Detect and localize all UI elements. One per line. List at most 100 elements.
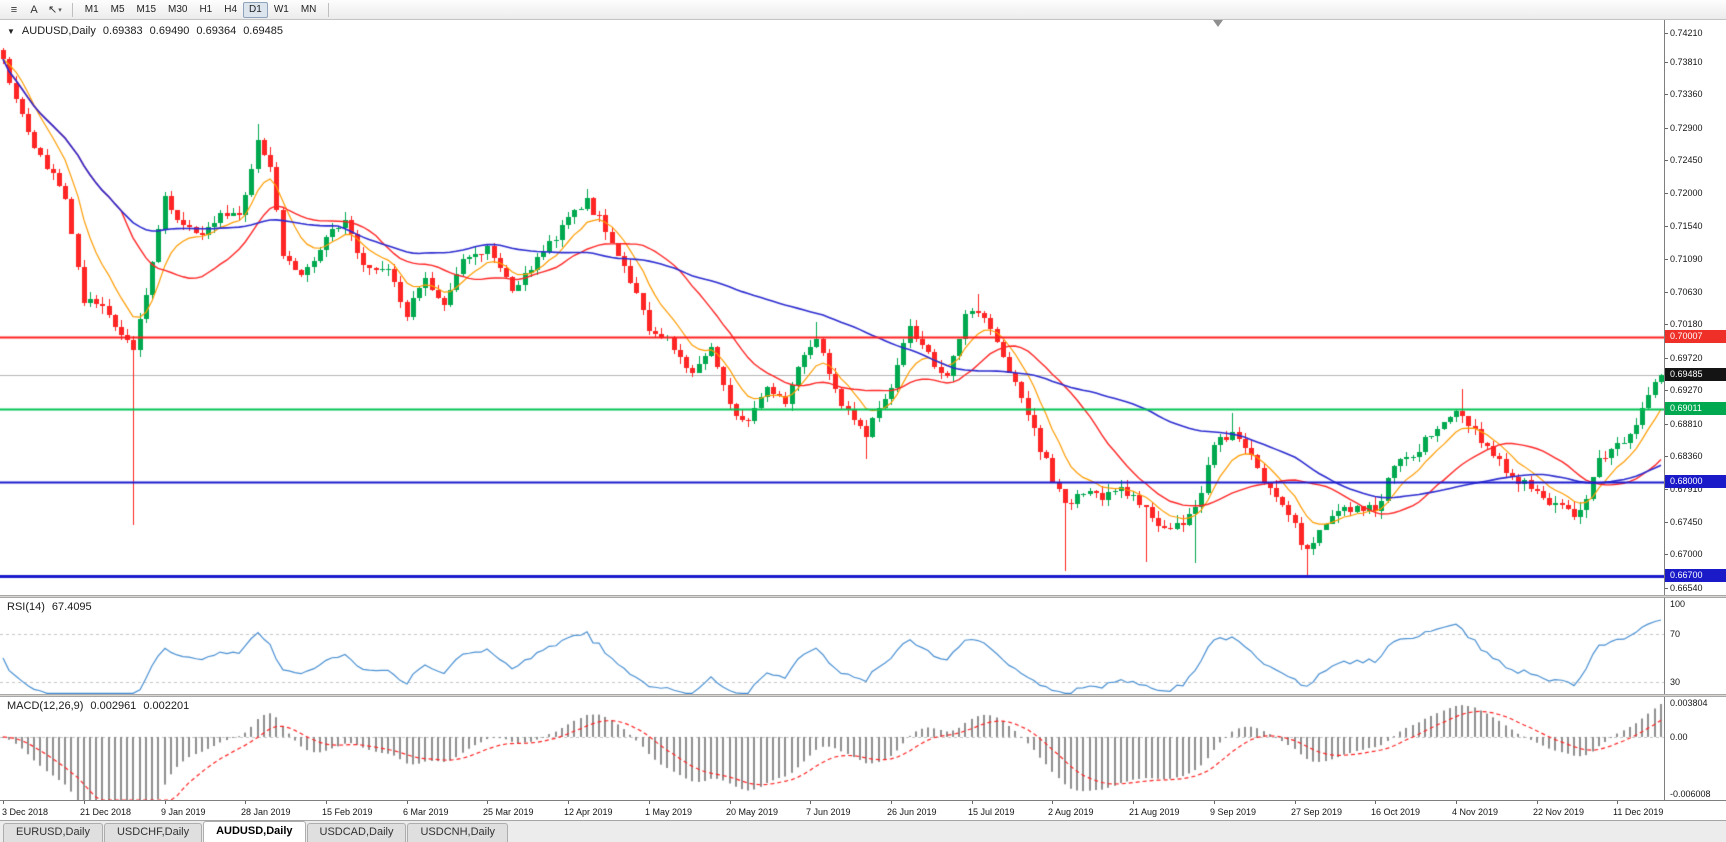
time-axis-tick — [3, 801, 4, 804]
tab-usdcad[interactable]: USDCAD,Daily — [306, 823, 407, 842]
chart-objects-button[interactable]: ≡ — [4, 2, 24, 18]
macd-main-value: 0.002961 — [90, 700, 137, 712]
price-axis-label: 0.67000 — [1670, 549, 1703, 560]
support-level-blue-2-badge: 0.66700 — [1665, 569, 1726, 583]
rsi-axis-label: 70 — [1670, 629, 1681, 639]
price-axis-label: 0.71090 — [1670, 253, 1703, 264]
price-axis-tick — [1665, 522, 1668, 523]
time-axis-tick — [1617, 801, 1618, 804]
price-axis-tick — [1665, 554, 1668, 555]
time-axis-label: 21 Aug 2019 — [1129, 807, 1180, 817]
timeframe-d1-button[interactable]: D1 — [243, 1, 268, 18]
quote-close: 0.69485 — [243, 25, 283, 37]
time-axis-tick — [891, 801, 892, 804]
timeframe-h1-button[interactable]: H1 — [199, 4, 213, 15]
time-axis-tick — [1052, 801, 1053, 804]
timeframe-group: M1 M5 M15 M30 H1 H4 D1 W1 MN — [79, 1, 323, 18]
price-axis-label: 0.70180 — [1670, 319, 1703, 330]
time-axis-label: 25 Mar 2019 — [483, 807, 534, 817]
time-axis-label: 7 Jun 2019 — [806, 807, 851, 817]
time-axis-tick — [1456, 801, 1457, 804]
price-axis-tick — [1665, 259, 1668, 260]
macd-name: MACD(12,26,9) — [7, 700, 84, 712]
time-axis-label: 27 Sep 2019 — [1291, 807, 1343, 817]
macd-canvas[interactable] — [0, 697, 1664, 800]
macd-signal-value: 0.002201 — [143, 700, 190, 712]
price-axis-label: 0.74210 — [1670, 28, 1703, 39]
macd-panel: MACD(12,26,9) 0.002961 0.002201 0.003804… — [0, 697, 1726, 800]
macd-axis-label: 0.003804 — [1670, 698, 1708, 708]
time-axis-tick — [1295, 801, 1296, 804]
price-axis-tick — [1665, 128, 1668, 129]
resistance-level-badge: 0.70007 — [1665, 330, 1726, 343]
price-chart-canvas[interactable] — [0, 20, 1664, 595]
macd-axis-label: -0.006008 — [1670, 789, 1711, 799]
chart-tabbar: EURUSD,Daily USDCHF,Daily AUDUSD,Daily USDC… — [0, 820, 1726, 842]
rsi-canvas[interactable] — [0, 598, 1664, 694]
time-axis-label: 4 Nov 2019 — [1452, 807, 1499, 817]
price-axis-tick — [1665, 390, 1668, 391]
timeframe-mn-button[interactable]: MN — [300, 4, 317, 15]
quote-low: 0.69364 — [196, 25, 237, 37]
timeframe-m1-button[interactable]: M1 — [84, 4, 99, 15]
price-axis-tick — [1665, 160, 1668, 161]
tab-usdchf[interactable]: USDCHF,Daily — [103, 823, 203, 842]
price-axis-label: 0.69720 — [1670, 352, 1703, 363]
time-axis-tick — [326, 801, 327, 804]
price-axis-label: 0.66540 — [1670, 582, 1703, 593]
tab-audusd[interactable]: AUDUSD,Daily — [203, 821, 306, 842]
price-axis[interactable]: 0.74210 0.73810 0.73360 0.72900 0.72450 0.720… — [1664, 20, 1726, 595]
chart-shift-marker-icon[interactable] — [1213, 20, 1223, 27]
time-axis-label: 28 Jan 2019 — [241, 807, 291, 817]
time-axis-label: 15 Feb 2019 — [322, 807, 373, 817]
time-axis-label: 20 May 2019 — [726, 807, 779, 817]
time-axis-tick — [730, 801, 731, 804]
text-tool-button[interactable]: A — [24, 2, 44, 18]
price-axis-label: 0.67450 — [1670, 516, 1703, 527]
price-axis-tick — [1665, 489, 1668, 490]
macd-axis[interactable]: 0.003804 0.00 -0.006008 — [1664, 697, 1726, 800]
price-axis-label: 0.72900 — [1670, 122, 1703, 133]
panel-splitter[interactable] — [0, 595, 1726, 598]
timeframe-h4-button[interactable]: H4 — [224, 4, 238, 15]
price-axis-label: 0.72450 — [1670, 155, 1703, 166]
top-toolbar: ≡ A ↖ ▾ M1 M5 M15 M30 H1 H4 D1 W1 MN — [0, 0, 1726, 20]
time-axis-tick — [487, 801, 488, 804]
chart-title: ▼ AUDUSD,Daily 0.69383 0.69490 0.69364 0… — [7, 25, 283, 37]
time-axis-label: 12 Apr 2019 — [564, 807, 613, 817]
time-axis-tick — [245, 801, 246, 804]
time-axis-label: 3 Dec 2018 — [2, 807, 49, 817]
timeframe-m15-button[interactable]: M15 — [136, 4, 156, 15]
toolbar-separator — [328, 2, 330, 17]
rsi-name: RSI(14) — [7, 601, 45, 613]
price-axis-label: 0.73810 — [1670, 56, 1703, 67]
time-axis-tick — [972, 801, 973, 804]
support-level-blue-1-badge: 0.68000 — [1665, 475, 1726, 489]
price-axis-label: 0.73360 — [1670, 89, 1703, 100]
price-axis-label: 0.67910 — [1670, 483, 1703, 494]
timeframe-w1-button[interactable]: W1 — [273, 4, 289, 15]
time-axis-tick — [165, 801, 166, 804]
price-axis-label: 0.68810 — [1670, 418, 1703, 429]
arrows-tool-icon: ↖ — [48, 4, 58, 16]
time-axis-tick — [568, 801, 569, 804]
price-axis-tick — [1665, 226, 1668, 227]
time-axis-label: 6 Mar 2019 — [403, 807, 449, 817]
panel-splitter[interactable] — [0, 694, 1726, 697]
time-axis-tick — [1133, 801, 1134, 804]
time-axis[interactable]: 3 Dec 2018 21 Dec 2018 9 Jan 2019 28 Jan 20… — [0, 800, 1726, 820]
arrows-tool-button[interactable]: ↖ ▾ — [44, 2, 66, 18]
rsi-label: RSI(14) 67.4095 — [7, 601, 92, 613]
time-axis-tick — [810, 801, 811, 804]
tab-usdcnh[interactable]: USDCNH,Daily — [407, 823, 509, 842]
time-axis-label: 1 May 2019 — [645, 807, 693, 817]
time-axis-tick — [407, 801, 408, 804]
one-click-trading-collapse-icon[interactable]: ▼ — [7, 26, 15, 36]
timeframe-m5-button[interactable]: M5 — [110, 4, 125, 15]
price-axis-tick — [1665, 33, 1668, 34]
tab-eurusd[interactable]: EURUSD,Daily — [3, 823, 103, 842]
timeframe-m30-button[interactable]: M30 — [168, 4, 188, 15]
time-axis-label: 22 Nov 2019 — [1533, 807, 1585, 817]
rsi-axis[interactable]: 100 70 30 — [1664, 598, 1726, 694]
